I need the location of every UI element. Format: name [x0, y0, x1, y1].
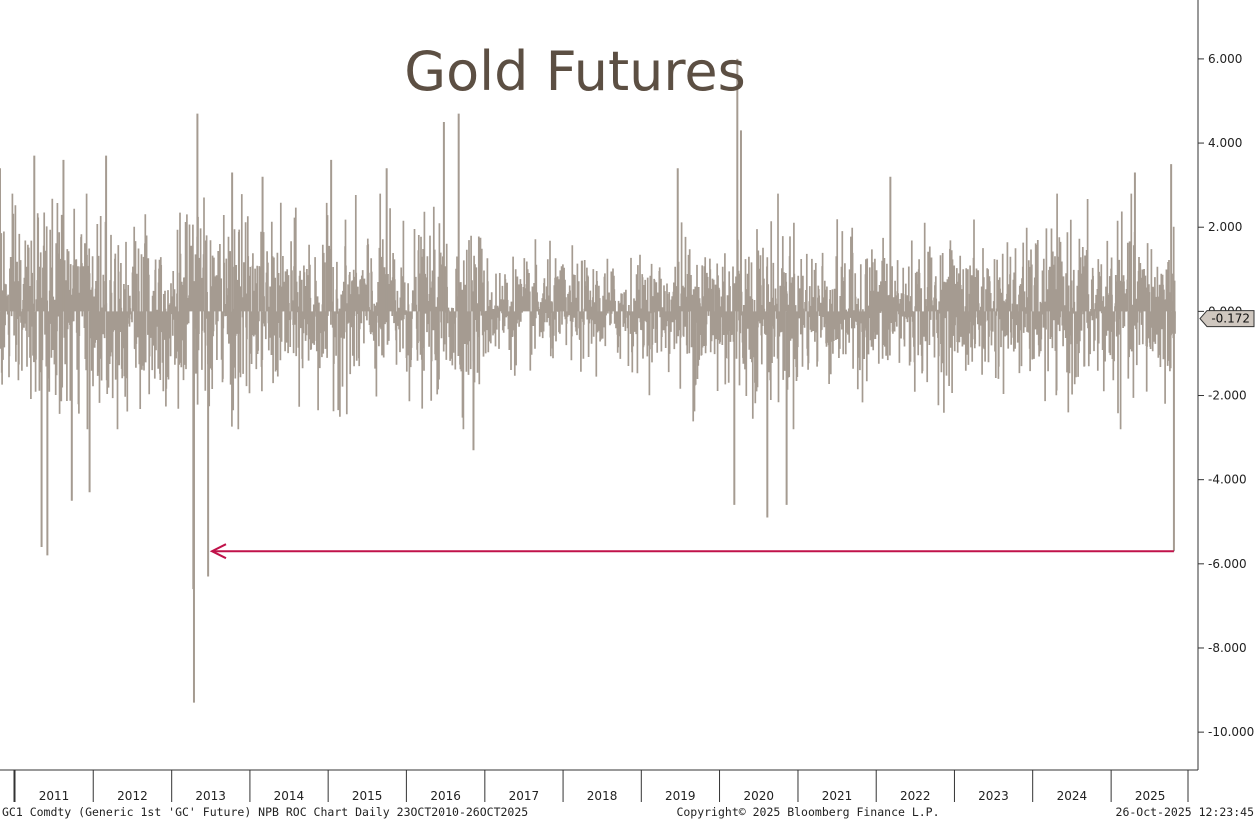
- last-value-tag: -0.172: [1199, 310, 1255, 328]
- x-axis: 2011 2012 2013 2014 2015 2016 2017 2018 2019 2020…: [13, 770, 1189, 803]
- y-tick-label: -8.000: [1208, 641, 1247, 655]
- footer-copyright: Copyright© 2025 Bloomberg Finance L.P.: [676, 805, 939, 819]
- x-tick-label: 2017: [509, 789, 540, 803]
- y-axis: 6.0004.0002.0000.000-2.000-4.000-6.000-8…: [1198, 52, 1254, 739]
- x-tick-label: 2013: [195, 789, 226, 803]
- x-tick-label: 2012: [117, 789, 148, 803]
- arrow-annotation: [209, 543, 1174, 560]
- last-value-label: -0.172: [1211, 312, 1250, 326]
- x-tick-label: 2014: [274, 789, 305, 803]
- x-tick-label: 2016: [430, 789, 461, 803]
- x-tick-label: 2024: [1057, 789, 1088, 803]
- x-tick-label: 2020: [743, 789, 774, 803]
- y-tick-label: -2.000: [1208, 389, 1247, 403]
- y-tick-label: 4.000: [1208, 136, 1242, 150]
- x-tick-label: 2018: [587, 789, 618, 803]
- y-tick-label: 2.000: [1208, 220, 1242, 234]
- bars-layer: [0, 58, 1176, 703]
- x-tick-label: 2019: [665, 789, 696, 803]
- x-tick-label: 2023: [978, 789, 1009, 803]
- y-tick-label: 6.000: [1208, 52, 1242, 66]
- footer-left: GC1 Comdty (Generic 1st 'GC' Future) NPB…: [2, 805, 528, 819]
- last-value-marker: [1199, 310, 1255, 328]
- y-tick-label: -4.000: [1208, 473, 1247, 487]
- daily-move-bars: [0, 193, 1176, 430]
- x-tick-label: 2015: [352, 789, 383, 803]
- chart-title: Gold Futures: [404, 40, 745, 103]
- x-tick-label: 2025: [1135, 789, 1166, 803]
- arrow-head: [209, 543, 227, 560]
- footer-timestamp: 26-Oct-2025 12:23:45: [1116, 805, 1254, 819]
- x-tick-label: 2011: [39, 789, 70, 803]
- y-tick-label: -6.000: [1208, 557, 1247, 571]
- y-tick-label: -10.000: [1208, 725, 1254, 739]
- x-tick-label: 2022: [900, 789, 931, 803]
- x-tick-label: 2021: [822, 789, 853, 803]
